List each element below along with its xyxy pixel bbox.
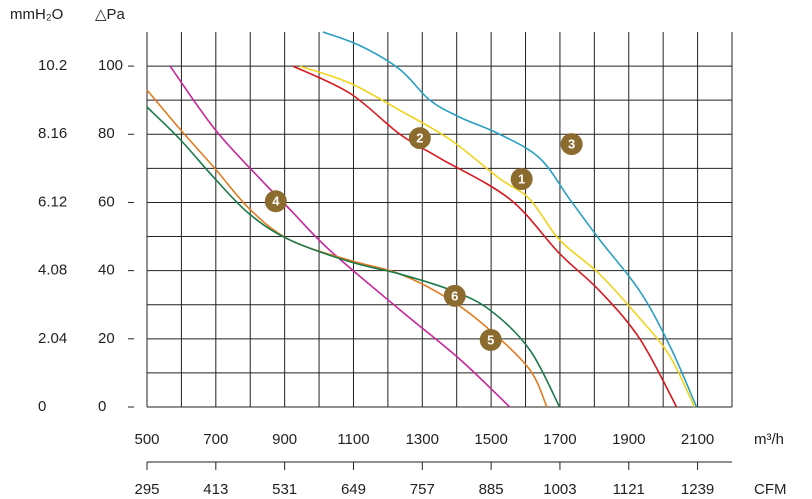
x-tick-label: 1500 xyxy=(474,431,507,448)
x2-tick-label: 413 xyxy=(203,481,228,498)
series-line xyxy=(146,89,548,408)
y-tick-label: 20 xyxy=(98,330,115,347)
legend-label: 5 xyxy=(487,332,494,347)
series-line xyxy=(322,31,698,408)
y-axis-label: △Pa xyxy=(95,6,126,23)
legend-badge xyxy=(264,190,287,213)
series-line xyxy=(169,65,511,408)
legend-label: 6 xyxy=(451,288,458,303)
y-tick-label: 0 xyxy=(98,398,106,415)
x-axis-label: m³/h xyxy=(754,431,784,448)
legend-label: 4 xyxy=(272,194,280,209)
x2-tick-label: 757 xyxy=(410,481,435,498)
legend-badge xyxy=(443,284,466,307)
legend-badge xyxy=(408,127,431,150)
x-tick-label: 500 xyxy=(134,431,159,448)
series-line xyxy=(292,65,678,408)
x2-tick-label: 1239 xyxy=(681,481,714,498)
series-line xyxy=(299,65,696,408)
y-tick-label: 100 xyxy=(98,57,123,74)
y2-tick-label: 6.12 xyxy=(38,193,67,210)
x-tick-label: 1100 xyxy=(337,431,369,448)
y-tick-label: 60 xyxy=(98,193,115,210)
y2-tick-label: 4.08 xyxy=(38,262,67,279)
legend-badge xyxy=(560,133,583,156)
x2-tick-label: 649 xyxy=(341,481,366,498)
y2-tick-label: 8.16 xyxy=(38,125,67,142)
y-tick-label: 40 xyxy=(98,262,115,279)
x2-tick-label: 1003 xyxy=(543,481,576,498)
y-tick-label: 80 xyxy=(98,125,115,142)
x2-tick-label: 295 xyxy=(134,481,159,498)
x-tick-label: 2100 xyxy=(681,431,714,448)
x-tick-label: 900 xyxy=(272,431,297,448)
x2-tick-label: 531 xyxy=(272,481,297,498)
legend-label: 3 xyxy=(568,137,575,152)
legend-label: 1 xyxy=(518,171,525,186)
x2-axis-label: CFM xyxy=(754,481,787,498)
x-tick-label: 1700 xyxy=(543,431,576,448)
y2-tick-label: 0 xyxy=(38,398,46,415)
x2-tick-label: 1121 xyxy=(613,481,645,498)
y2-tick-label: 2.04 xyxy=(38,330,67,347)
legend-badge xyxy=(510,168,533,191)
x2-tick-label: 885 xyxy=(479,481,504,498)
x-tick-label: 1300 xyxy=(406,431,439,448)
y2-axis-label: mmH₂O xyxy=(10,6,63,23)
legend-label: 2 xyxy=(416,131,423,146)
series-line xyxy=(146,106,561,408)
x-tick-label: 1900 xyxy=(612,431,645,448)
x-tick-label: 700 xyxy=(203,431,228,448)
legend-badge xyxy=(479,328,502,351)
y2-tick-label: 10.2 xyxy=(38,57,67,74)
